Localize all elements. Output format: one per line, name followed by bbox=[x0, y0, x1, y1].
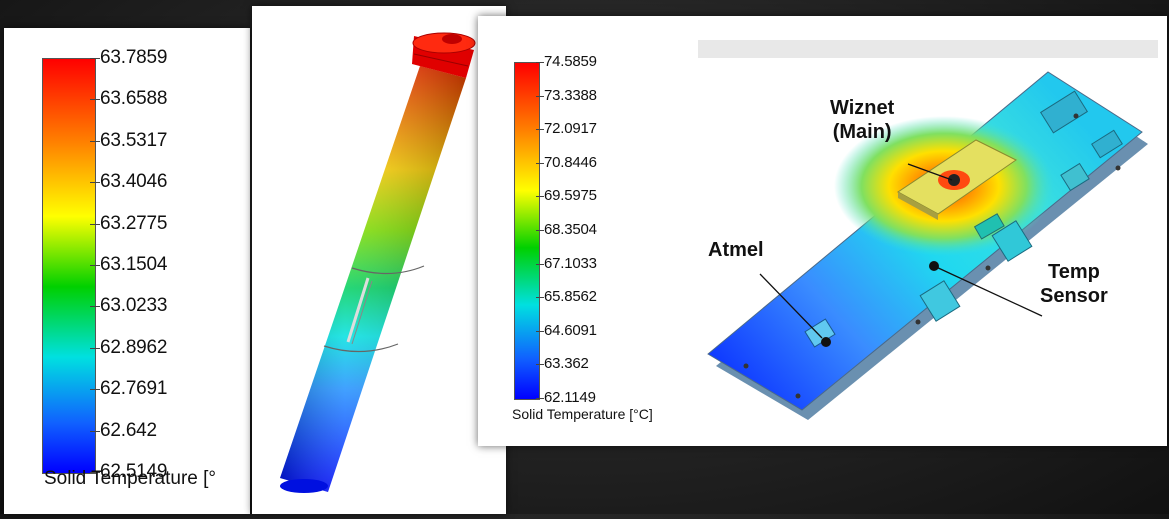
tick-label: 68.3504 bbox=[544, 221, 597, 238]
wiznet-module bbox=[897, 139, 1017, 240]
tick-mark bbox=[536, 297, 544, 299]
cylinder-thermal-render-panel bbox=[252, 6, 506, 514]
tick-mark bbox=[90, 99, 100, 101]
tick-mark bbox=[536, 62, 544, 63]
tick-mark bbox=[536, 162, 544, 164]
tick-mark bbox=[90, 58, 100, 59]
temp-sensor-label: Temp Sensor bbox=[1040, 260, 1108, 308]
tick-label: 62.8962 bbox=[100, 336, 168, 358]
tick-label: 74.5859 bbox=[544, 53, 597, 70]
annotation-leader-lines bbox=[759, 163, 1043, 339]
circuit-board-thermal-panel: 74.5859 73.3388 72.0917 70.8446 69.5975 68.35… bbox=[478, 16, 1167, 446]
wiznet-label: Wiznet (Main) bbox=[830, 96, 894, 144]
circuit-board-render bbox=[698, 40, 1158, 420]
tick-label: 63.4046 bbox=[100, 171, 168, 193]
tick-mark bbox=[536, 263, 544, 265]
wiznet-label-line2: (Main) bbox=[832, 121, 892, 143]
cylinder-thermal-render bbox=[280, 32, 476, 493]
temp-sensor-label-line2: Sensor bbox=[1040, 285, 1108, 307]
left-temperature-legend-panel: 63.7859 63.6588 63.5317 63.4046 63.2775 63.15… bbox=[4, 28, 250, 514]
tick-mark bbox=[536, 129, 544, 131]
tick-label: 62.5149 bbox=[100, 461, 168, 482]
tick-mark bbox=[90, 389, 100, 391]
tick-label: 67.1033 bbox=[544, 254, 597, 272]
tick-mark bbox=[90, 430, 100, 432]
tick-label: 70.8446 bbox=[544, 153, 597, 171]
board-components bbox=[743, 90, 1123, 399]
left-legend-title: Solid Temperature [° bbox=[44, 468, 217, 489]
board-toolbar-strip bbox=[698, 40, 1158, 58]
tick-label: 63.6588 bbox=[100, 88, 168, 110]
tick-mark bbox=[90, 223, 100, 225]
tick-label: 64.6091 bbox=[544, 321, 597, 339]
tick-label: 63.2775 bbox=[100, 212, 168, 234]
tick-label: 69.5975 bbox=[544, 187, 597, 205]
tick-mark bbox=[90, 472, 100, 473]
atmel-label: Atmel bbox=[708, 239, 764, 261]
tick-mark bbox=[536, 196, 544, 198]
wiznet-label-line1: Wiznet bbox=[830, 97, 895, 119]
right-colorbar bbox=[514, 62, 540, 400]
tick-mark bbox=[90, 182, 100, 184]
left-colorbar bbox=[42, 58, 96, 474]
tick-mark bbox=[90, 347, 100, 349]
tick-label: 65.8562 bbox=[544, 288, 597, 306]
cylinder-cap bbox=[412, 32, 476, 78]
tick-mark bbox=[536, 398, 544, 399]
tick-label: 63.7859 bbox=[100, 47, 168, 68]
cylinder-body bbox=[280, 66, 466, 493]
tick-label: 62.642 bbox=[100, 419, 157, 441]
tick-mark bbox=[536, 230, 544, 231]
tick-mark bbox=[90, 140, 100, 142]
tick-mark bbox=[536, 95, 544, 97]
tick-mark bbox=[90, 306, 100, 308]
tick-label: 73.3388 bbox=[544, 86, 597, 104]
tick-label: 63.5317 bbox=[100, 129, 168, 151]
tick-label: 63.362 bbox=[544, 355, 589, 373]
tick-label: 63.0233 bbox=[100, 295, 168, 317]
temp-sensor-label-line1: Temp bbox=[1047, 261, 1100, 283]
tick-mark bbox=[536, 364, 544, 366]
board-pcb bbox=[707, 71, 1148, 420]
tick-mark bbox=[536, 330, 544, 332]
tick-label: 62.1149 bbox=[544, 389, 596, 406]
tick-label: 62.7691 bbox=[100, 378, 168, 400]
tick-mark bbox=[90, 265, 100, 266]
tick-label: 63.1504 bbox=[100, 254, 168, 275]
tick-label: 72.0917 bbox=[544, 120, 597, 138]
right-legend-title: Solid Temperature [°C] bbox=[512, 406, 653, 422]
